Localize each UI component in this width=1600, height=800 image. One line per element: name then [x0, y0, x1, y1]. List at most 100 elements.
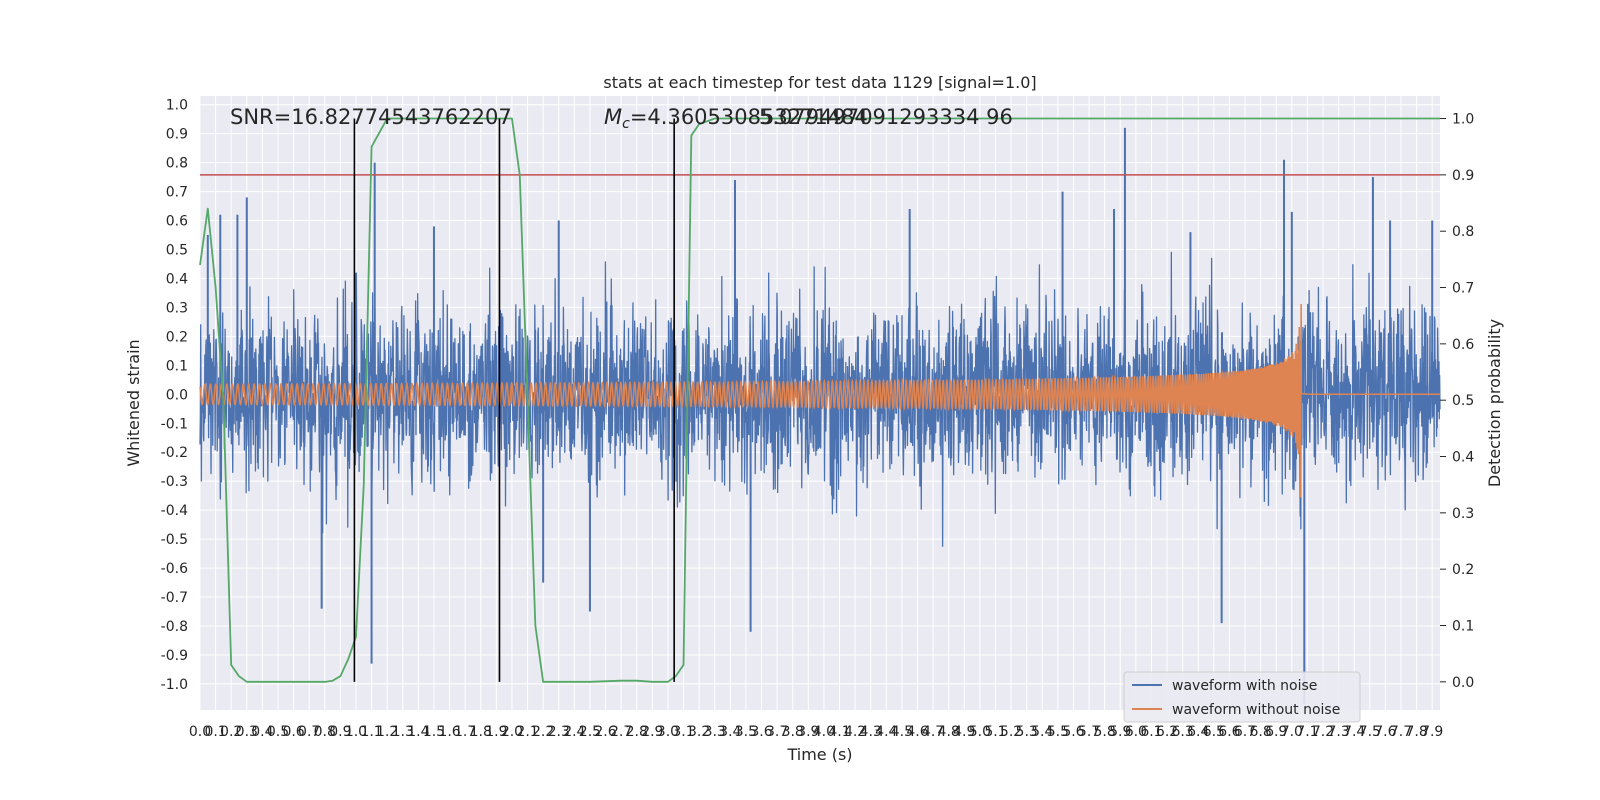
- series-detection-probability: [199, 117, 1440, 683]
- x-tick-label: 1.2: [376, 724, 398, 740]
- x-tick-label: 1.3: [392, 724, 414, 740]
- x-tick-label: 1.7: [454, 724, 476, 740]
- x-tick-label: 2.1: [516, 724, 538, 740]
- y2-tick-label: 0.0: [1452, 675, 1474, 691]
- x-tick-label: 0.7: [298, 724, 320, 740]
- y2-tick-label: 0.4: [1452, 450, 1474, 466]
- x-tick-label: 5.0: [969, 724, 991, 740]
- y-tick-label: 0.7: [166, 185, 188, 201]
- x-tick-label: 6.7: [1234, 724, 1256, 740]
- x-tick-label: 6.6: [1218, 724, 1240, 740]
- y-tick-label: -0.1: [161, 416, 188, 432]
- x-tick-label: 4.9: [953, 724, 975, 740]
- x-tick-label: 4.3: [860, 724, 882, 740]
- mc-annotation: Mc=4.360530853271484: [604, 105, 868, 132]
- y-tick-label: 0.5: [166, 243, 188, 259]
- x-tick-label: 4.6: [906, 724, 928, 740]
- legend-entry-clean: waveform without noise: [1172, 702, 1340, 718]
- x-tick-label: 2.4: [563, 724, 585, 740]
- x-tick-label: 6.4: [1187, 724, 1209, 740]
- x-tick-label: 6.8: [1249, 724, 1271, 740]
- x-tick-label: 1.6: [438, 724, 460, 740]
- x-tick-label: 3.1: [672, 724, 694, 740]
- x-tick-label: 1.4: [407, 724, 429, 740]
- x-tick-label: 3.9: [797, 724, 819, 740]
- x-tick-label: 5.1: [984, 724, 1006, 740]
- y2-tick-label: 1.0: [1452, 112, 1474, 128]
- y-tick-label: -1.0: [161, 677, 188, 693]
- y-tick-label: 0.1: [166, 358, 188, 374]
- x-tick-label: 1.9: [485, 724, 507, 740]
- y-tick-label: 0.6: [166, 214, 188, 230]
- x-tick-label: 0.1: [204, 724, 226, 740]
- x-tick-label: 2.6: [594, 724, 616, 740]
- x-tick-label: 3.7: [766, 724, 788, 740]
- y-tick-label: -0.6: [161, 561, 188, 577]
- mc-value: =4.360530853271484: [630, 105, 868, 129]
- y-tick-label: -0.2: [161, 445, 188, 461]
- series-waveform-without-noise: [199, 303, 1440, 498]
- x-tick-label: 5.4: [1031, 724, 1053, 740]
- legend-box: [1123, 671, 1361, 723]
- x-tick-label: 2.8: [626, 724, 648, 740]
- x-tick-label: 3.8: [782, 724, 804, 740]
- x-tick-label: 6.9: [1265, 724, 1287, 740]
- x-tick-label: 5.2: [1000, 724, 1022, 740]
- y-axis-label: Whitened strain: [124, 339, 143, 466]
- y-tick-label: 0.4: [166, 271, 188, 287]
- chart-title: stats at each timestep for test data 112…: [603, 73, 1036, 92]
- series-waveform-with-noise: [199, 251, 1441, 547]
- y-tick-label: -0.5: [161, 532, 188, 548]
- y-tick-label: -0.8: [161, 619, 188, 635]
- y-tick-label: 0.2: [166, 329, 188, 345]
- x-tick-label: 4.0: [813, 724, 835, 740]
- data-layer: [199, 117, 1441, 705]
- x-tick-label: 6.1: [1140, 724, 1162, 740]
- y2-tick-label: 0.2: [1452, 562, 1474, 578]
- legend-entry-noise: waveform with noise: [1172, 678, 1317, 694]
- y2-tick-label: 0.3: [1452, 506, 1474, 522]
- x-tick-label: 0.9: [329, 724, 351, 740]
- y-tick-label: -0.9: [161, 648, 188, 664]
- x-tick-label: 3.3: [704, 724, 726, 740]
- x-tick-label: 2.0: [501, 724, 523, 740]
- y2-tick-label: 0.5: [1452, 393, 1474, 409]
- x-tick-label: 0.8: [314, 724, 336, 740]
- y-tick-label: 0.3: [166, 300, 188, 316]
- x-tick-label: 5.9: [1109, 724, 1131, 740]
- y2-tick-label: 0.7: [1452, 281, 1474, 297]
- x-tick-label: 4.1: [828, 724, 850, 740]
- x-tick-label: 4.5: [891, 724, 913, 740]
- x-tick-label: 0.3: [236, 724, 258, 740]
- x-tick-label: 2.3: [548, 724, 570, 740]
- x-tick-label: 3.4: [719, 724, 741, 740]
- x-tick-label: 7.6: [1374, 724, 1396, 740]
- x-tick-label: 5.8: [1094, 724, 1116, 740]
- mc-overlap-annotation: 5.079497091293334 96: [759, 105, 1013, 129]
- y2-tick-label: 0.1: [1452, 619, 1474, 635]
- x-tick-label: 3.2: [688, 724, 710, 740]
- x-tick-label: 2.9: [641, 724, 663, 740]
- x-tick-label: 3.5: [735, 724, 757, 740]
- x-tick-label: 7.8: [1405, 724, 1427, 740]
- x-tick-label: 7.7: [1390, 724, 1412, 740]
- x-tick-label: 7.1: [1296, 724, 1318, 740]
- x-tick-label: 4.4: [875, 724, 897, 740]
- x-tick-label: 3.6: [750, 724, 772, 740]
- x-tick-label: 5.6: [1062, 724, 1084, 740]
- x-tick-label: 2.2: [532, 724, 554, 740]
- y-tick-label: 1.0: [166, 98, 188, 114]
- mc-symbol: M: [604, 105, 622, 129]
- x-tick-label: 5.3: [1016, 724, 1038, 740]
- x-tick-label: 1.8: [470, 724, 492, 740]
- x-tick-label: 1.1: [360, 724, 382, 740]
- x-tick-label: 5.7: [1078, 724, 1100, 740]
- x-tick-label: 2.7: [610, 724, 632, 740]
- y2-tick-label: 0.6: [1452, 337, 1474, 353]
- x-tick-label: 5.5: [1047, 724, 1069, 740]
- x-tick-label: 2.5: [579, 724, 601, 740]
- y-tick-label: -0.4: [161, 503, 188, 519]
- x-tick-label: 1.0: [345, 724, 367, 740]
- snr-annotation: SNR=16.82774543762207: [230, 105, 512, 129]
